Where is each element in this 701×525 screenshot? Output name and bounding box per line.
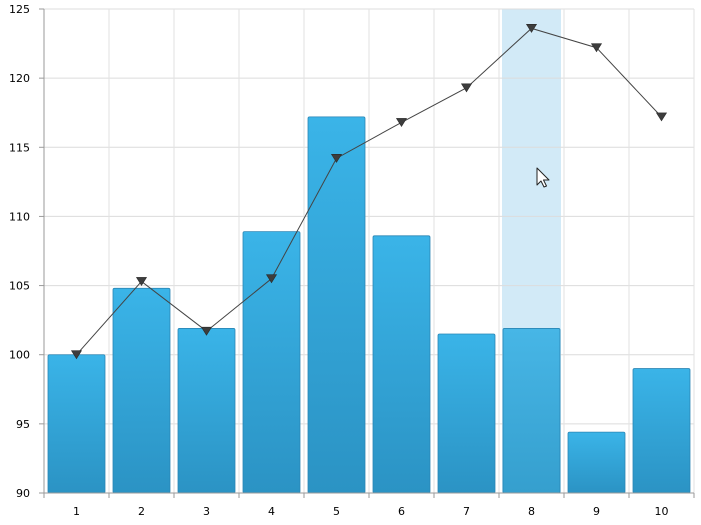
- x-tick-label: 2: [138, 505, 145, 518]
- x-tick-label: 8: [528, 505, 535, 518]
- x-tick-label: 9: [593, 505, 600, 518]
- bar-1[interactable]: [47, 354, 106, 494]
- bar-8[interactable]: [502, 328, 561, 494]
- mouse-cursor-icon: [536, 167, 550, 188]
- line-marker-5[interactable]: [330, 154, 343, 163]
- x-tick-label: 7: [463, 505, 470, 518]
- line-marker-3[interactable]: [200, 326, 213, 336]
- line-marker-2[interactable]: [135, 277, 148, 286]
- line-marker-1[interactable]: [70, 350, 83, 360]
- line-marker-9[interactable]: [590, 43, 603, 53]
- line-marker-10[interactable]: [655, 112, 668, 122]
- x-tick-label: 5: [333, 505, 340, 518]
- x-tick-label: 4: [268, 505, 275, 518]
- bar-4[interactable]: [242, 231, 301, 494]
- y-tick-label: 110: [9, 210, 30, 223]
- bar-5[interactable]: [307, 116, 366, 494]
- y-tick-label: 90: [16, 487, 30, 500]
- y-tick-label: 105: [9, 280, 30, 293]
- y-tick-label: 115: [9, 141, 30, 154]
- y-tick-label: 100: [9, 349, 30, 362]
- y-tick-label: 125: [9, 3, 30, 16]
- bar-9[interactable]: [567, 431, 626, 494]
- x-tick-label: 6: [398, 505, 405, 518]
- line-marker-6[interactable]: [395, 118, 408, 127]
- bar-7[interactable]: [437, 333, 496, 494]
- bar-2[interactable]: [112, 287, 171, 494]
- y-tick-label: 120: [9, 72, 30, 85]
- bar-6[interactable]: [372, 235, 431, 494]
- x-tick-label: 3: [203, 505, 210, 518]
- x-tick-label: 10: [655, 505, 669, 518]
- bar-3[interactable]: [177, 328, 236, 494]
- line-marker-7[interactable]: [460, 83, 473, 93]
- line-series: [76, 27, 662, 356]
- bar-10[interactable]: [632, 368, 691, 494]
- line-marker-8[interactable]: [525, 24, 538, 33]
- x-tick-label: 1: [73, 505, 80, 518]
- line-marker-4[interactable]: [265, 274, 278, 284]
- y-tick-label: 95: [16, 418, 30, 431]
